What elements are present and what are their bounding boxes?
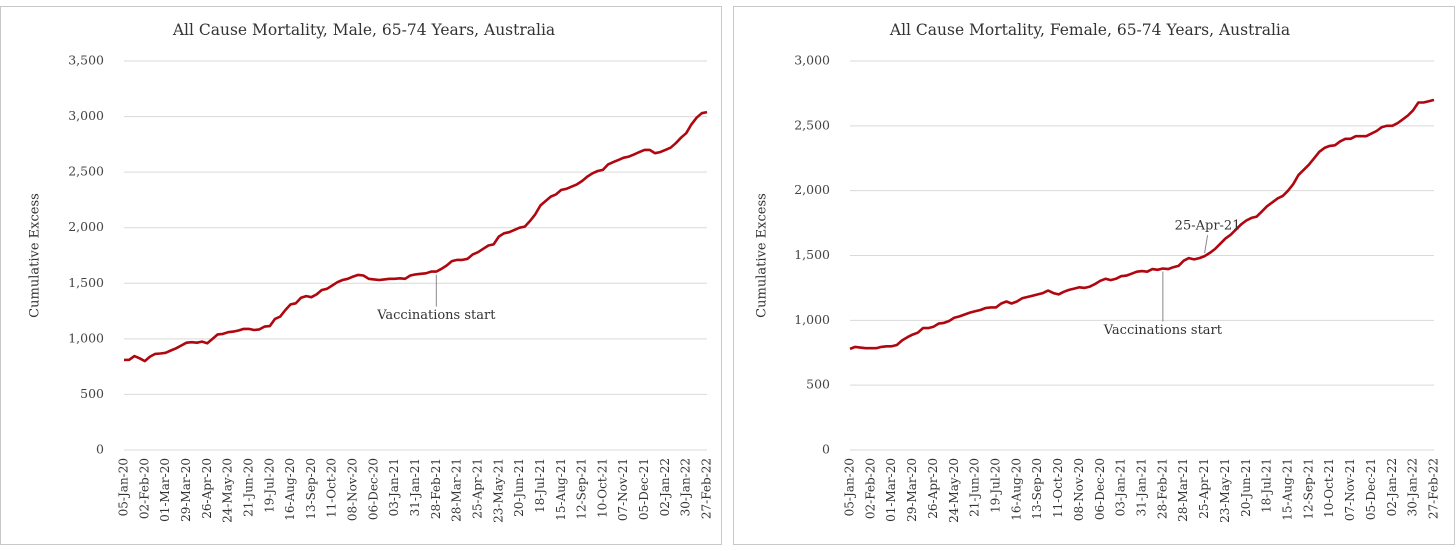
x-tick-label: 23-May-21 [491, 458, 505, 523]
x-tick-label: 30-Jan-22 [1406, 458, 1420, 516]
x-tick-label: 13-Sep-20 [1030, 458, 1044, 520]
x-tick-label: 07-Nov-21 [1343, 458, 1357, 521]
x-tick-label: 21-Jun-20 [241, 458, 255, 517]
x-tick-label: 08-Nov-20 [346, 458, 360, 521]
x-tick-label: 31-Jan-21 [408, 458, 422, 516]
y-tick-label: 0 [96, 442, 104, 457]
x-tick-label: 28-Feb-21 [429, 458, 443, 519]
chart-title: All Cause Mortality, Female, 65-74 Years… [889, 21, 1290, 39]
x-tick-label: 27-Feb-22 [700, 458, 714, 519]
x-tick-label: 25-Apr-21 [1197, 458, 1211, 519]
x-tick-label: 03-Jan-21 [387, 458, 401, 516]
x-tick-label: 20-Jun-21 [1239, 458, 1253, 517]
x-tick-label: 01-Mar-20 [158, 458, 172, 522]
y-tick-label: 3,000 [794, 53, 830, 68]
panel-right [733, 6, 1455, 545]
x-tick-label: 12-Sep-21 [1301, 458, 1315, 520]
x-tick-label: 24-May-20 [947, 458, 961, 523]
x-tick-label: 18-Jul-21 [533, 458, 547, 513]
x-tick-label: 19-Jul-20 [262, 458, 276, 513]
x-tick-label: 23-May-21 [1218, 458, 1232, 523]
y-tick-label: 2,500 [794, 117, 830, 132]
x-tick-label: 27-Feb-22 [1427, 458, 1441, 519]
x-tick-label: 02-Jan-22 [1385, 458, 1399, 516]
x-tick-label: 05-Jan-20 [843, 458, 857, 516]
annotation: Vaccinations start [1103, 323, 1223, 338]
x-tick-label: 29-Mar-20 [905, 458, 919, 522]
x-tick-label: 01-Mar-20 [884, 458, 898, 522]
annotation: Vaccinations start [376, 308, 496, 323]
y-tick-label: 1,500 [794, 247, 830, 262]
y-tick-label: 1,500 [68, 275, 104, 290]
x-tick-label: 30-Jan-22 [679, 458, 693, 516]
x-tick-label: 18-Jul-21 [1260, 458, 1274, 513]
y-tick-label: 2,500 [68, 164, 104, 179]
x-tick-label: 16-Aug-20 [283, 458, 297, 521]
x-tick-label: 11-Oct-20 [325, 458, 339, 518]
y-tick-label: 2,000 [68, 219, 104, 234]
data-line [123, 110, 708, 363]
x-tick-label: 06-Dec-20 [366, 458, 380, 520]
y-tick-label: 1,000 [794, 312, 830, 327]
x-tick-label: 10-Oct-21 [1322, 458, 1336, 518]
x-tick-label: 15-Aug-21 [554, 458, 568, 521]
x-tick-label: 13-Sep-20 [304, 458, 318, 520]
x-tick-label: 05-Dec-21 [637, 458, 651, 520]
x-tick-label: 26-Apr-20 [200, 458, 214, 519]
y-tick-label: 0 [822, 442, 830, 457]
y-tick-label: 2,000 [794, 182, 830, 197]
chart-title: All Cause Mortality, Male, 65-74 Years, … [172, 21, 555, 39]
x-tick-label: 31-Jan-21 [1135, 458, 1149, 516]
x-tick-label: 05-Jan-20 [117, 458, 131, 516]
x-tick-label: 25-Apr-21 [470, 458, 484, 519]
x-tick-label: 02-Jan-22 [658, 458, 672, 516]
x-tick-label: 02-Feb-20 [137, 458, 151, 519]
y-axis-label: Cumulative Excess [755, 193, 770, 318]
x-tick-label: 21-Jun-20 [968, 458, 982, 517]
annotation: 25-Apr-21 [1175, 219, 1241, 234]
y-tick-label: 500 [806, 377, 830, 392]
x-tick-label: 10-Oct-21 [595, 458, 609, 518]
x-tick-label: 15-Aug-21 [1281, 458, 1295, 521]
x-tick-label: 16-Aug-20 [1009, 458, 1023, 521]
x-tick-label: 28-Feb-21 [1155, 458, 1169, 519]
x-tick-label: 28-Mar-21 [1176, 458, 1190, 522]
x-tick-label: 11-Oct-20 [1051, 458, 1065, 518]
x-tick-label: 07-Nov-21 [616, 458, 630, 521]
y-tick-label: 1,000 [68, 330, 104, 345]
y-tick-label: 3,000 [68, 108, 104, 123]
x-tick-label: 26-Apr-20 [926, 458, 940, 519]
y-axis-label: Cumulative Excess [28, 193, 43, 318]
x-tick-label: 24-May-20 [221, 458, 235, 523]
x-tick-label: 05-Dec-21 [1364, 458, 1378, 520]
x-tick-label: 03-Jan-21 [1114, 458, 1128, 516]
x-tick-label: 19-Jul-20 [989, 458, 1003, 513]
data-line [849, 98, 1435, 351]
y-tick-label: 3,500 [68, 53, 104, 68]
x-tick-label: 28-Mar-21 [450, 458, 464, 522]
x-tick-label: 06-Dec-20 [1093, 458, 1107, 520]
annotation-leader [1204, 235, 1209, 254]
x-tick-label: 12-Sep-21 [575, 458, 589, 520]
x-tick-label: 08-Nov-20 [1072, 458, 1086, 521]
x-tick-label: 02-Feb-20 [863, 458, 877, 519]
x-tick-label: 20-Jun-21 [512, 458, 526, 517]
y-tick-label: 500 [80, 386, 104, 401]
x-tick-label: 29-Mar-20 [179, 458, 193, 522]
